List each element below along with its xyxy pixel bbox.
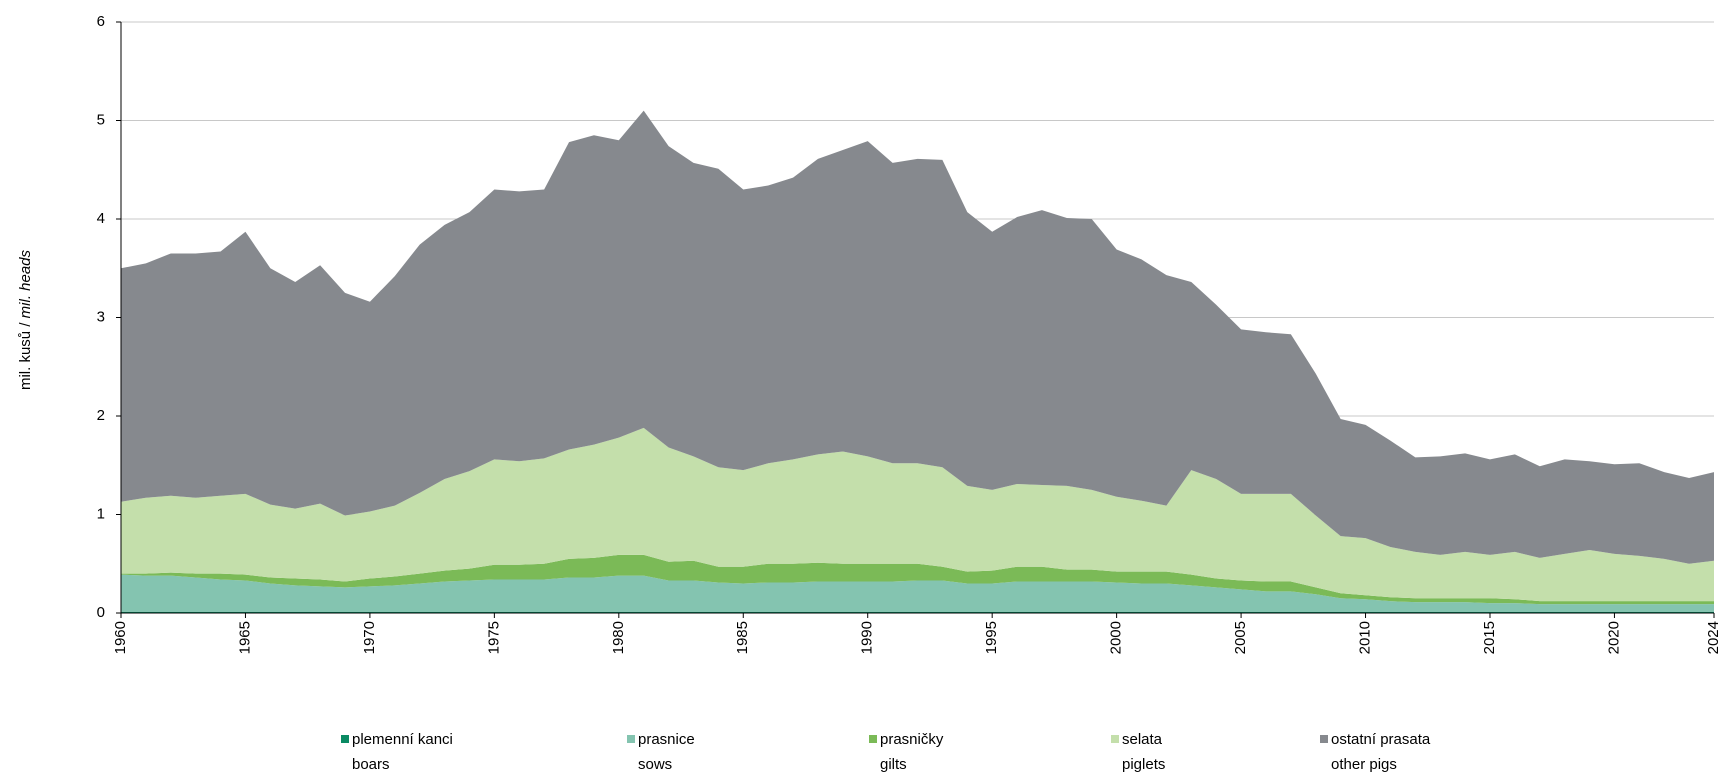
legend-label: prasnice xyxy=(638,731,695,748)
legend-item: prasničky gilts xyxy=(869,731,944,773)
y-tick-label: 6 xyxy=(97,13,105,30)
y-tick-label: 1 xyxy=(97,505,105,522)
x-tick-label: 2000 xyxy=(1108,621,1125,654)
legend-label-en: boars xyxy=(352,756,390,773)
legend-item: ostatní prasata other pigs xyxy=(1320,731,1431,773)
y-axis-label: mil. kusů / mil. heads xyxy=(17,249,34,390)
x-tick-label: 2020 xyxy=(1605,621,1622,654)
x-tick-label: 1980 xyxy=(610,621,627,654)
x-tick-label: 2005 xyxy=(1232,621,1249,654)
legend-swatch xyxy=(869,735,877,743)
x-tick-label: 1990 xyxy=(859,621,876,654)
x-tick-label: 2010 xyxy=(1357,621,1374,654)
x-tick-label: 1960 xyxy=(112,621,129,654)
legend-swatch xyxy=(1111,735,1119,743)
area xyxy=(121,574,1714,613)
area xyxy=(121,554,1714,605)
y-tick-label: 3 xyxy=(97,308,105,325)
y-tick-label: 5 xyxy=(97,111,105,128)
legend-item: prasnice sows xyxy=(627,731,695,773)
x-tick-label: 2024 xyxy=(1705,621,1722,654)
legend-item: selata piglets xyxy=(1111,731,1165,773)
x-tick-label: 1965 xyxy=(236,621,253,654)
x-tick-label: 2015 xyxy=(1481,621,1498,654)
legend-label: ostatní prasata xyxy=(1331,731,1431,748)
x-tick-label: 1975 xyxy=(485,621,502,654)
y-tick-label: 2 xyxy=(97,407,105,424)
legend-swatch xyxy=(1320,735,1328,743)
legend-label: prasničky xyxy=(880,731,944,748)
legend-item: plemenní kanci boars xyxy=(341,731,453,773)
legend-label-en: piglets xyxy=(1122,756,1165,773)
y-tick-label: 0 xyxy=(97,604,105,621)
area xyxy=(121,427,1714,602)
x-tick-label: 1970 xyxy=(361,621,378,654)
x-tick-label: 1995 xyxy=(983,621,1000,654)
y-tick-label: 4 xyxy=(97,210,105,227)
area xyxy=(121,110,1714,564)
legend-label-en: sows xyxy=(638,756,672,773)
y-label-en: mil. heads xyxy=(17,249,34,318)
legend-swatch xyxy=(341,735,349,743)
legend-label: plemenní kanci xyxy=(352,731,453,748)
legend-label: selata xyxy=(1122,731,1163,748)
x-tick-label: 1985 xyxy=(734,621,751,654)
legend-label-en: other pigs xyxy=(1331,756,1397,773)
legend-label-en: gilts xyxy=(880,756,907,773)
legend-swatch xyxy=(627,735,635,743)
y-label-cs: mil. kusů / xyxy=(17,318,34,390)
